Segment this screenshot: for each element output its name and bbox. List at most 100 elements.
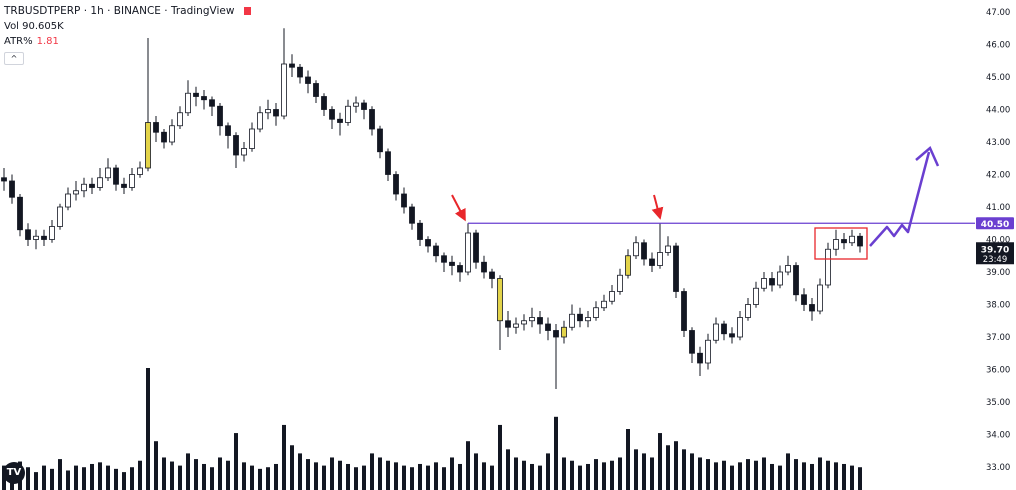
volume-bar xyxy=(666,445,670,490)
candle-body xyxy=(497,278,503,322)
candle-body xyxy=(753,287,759,305)
candle-body xyxy=(57,206,63,227)
candle-body xyxy=(337,118,343,123)
volume-bar xyxy=(626,429,630,490)
candle-body xyxy=(545,323,551,331)
flag-icon[interactable] xyxy=(243,7,251,15)
volume-bar xyxy=(714,462,718,490)
volume-bar xyxy=(562,457,566,490)
consolidation-box[interactable] xyxy=(814,227,868,260)
volume-bar xyxy=(698,457,702,490)
volume-bar xyxy=(90,463,94,490)
volume-bar xyxy=(242,462,246,490)
volume-bar xyxy=(434,462,438,490)
volume-bar xyxy=(130,467,134,490)
candle-body xyxy=(441,255,447,263)
volume-bar xyxy=(98,462,102,490)
candle-body xyxy=(513,323,519,328)
volume-bar xyxy=(850,465,854,490)
y-tick-label: 34.00 xyxy=(986,431,1010,441)
volume-bar xyxy=(426,465,430,490)
separator: · xyxy=(83,5,88,17)
candle-body xyxy=(689,330,695,354)
candle-body xyxy=(161,131,167,143)
candle-body xyxy=(281,63,287,117)
candle-body xyxy=(81,183,87,192)
candle-body xyxy=(745,304,751,318)
candle-body xyxy=(193,92,199,97)
volume-bar xyxy=(354,467,358,490)
vol-label: Vol xyxy=(4,21,19,32)
volume-bar xyxy=(362,465,366,490)
candle-body xyxy=(265,109,271,114)
candle-body xyxy=(489,271,495,279)
candle-body xyxy=(857,235,863,247)
candle-body xyxy=(465,232,471,273)
candle-body xyxy=(729,333,735,338)
red-arrow-annotation[interactable] xyxy=(651,194,664,220)
volume-bar xyxy=(186,453,190,490)
candle-body xyxy=(785,265,791,273)
candle-body xyxy=(169,125,175,143)
candle-body xyxy=(825,248,831,286)
separator: · xyxy=(164,5,168,17)
volume-bar xyxy=(514,457,518,490)
atr-label: ATR% xyxy=(4,36,33,47)
candle-body xyxy=(593,307,599,318)
volume-bar xyxy=(298,453,302,490)
volume-bar xyxy=(570,460,574,490)
volume-bar xyxy=(778,465,782,490)
volume-bar xyxy=(170,461,174,490)
symbol-title[interactable]: TRBUSDTPERP · 1h · BINANCE · TradingView xyxy=(4,4,251,19)
candle-body xyxy=(97,177,103,188)
volume-bar xyxy=(794,459,798,490)
candle-body xyxy=(129,174,135,188)
candle-body xyxy=(209,99,215,107)
candle-body xyxy=(769,278,775,286)
candle-body xyxy=(89,183,95,188)
candle-body xyxy=(817,284,823,312)
red-arrow-annotation[interactable] xyxy=(451,194,466,222)
volume-bar xyxy=(386,460,390,490)
candle-body xyxy=(105,167,111,179)
candle-body xyxy=(617,274,623,292)
volume-bar xyxy=(618,457,622,490)
candle-body xyxy=(257,112,263,130)
volume-bar xyxy=(530,463,534,490)
candle-body xyxy=(65,193,71,208)
volume-bar xyxy=(122,472,126,490)
volume-bar xyxy=(786,453,790,490)
last-price-label-bg xyxy=(976,242,1014,265)
candle-body xyxy=(473,232,479,263)
candle-body xyxy=(409,206,415,224)
volume-bar xyxy=(450,457,454,490)
candle-body xyxy=(361,102,367,110)
volume-bar xyxy=(818,457,822,490)
volume-bar xyxy=(378,457,382,490)
volume-bar xyxy=(194,459,198,490)
candle-body xyxy=(553,330,559,338)
candle-body xyxy=(321,96,327,110)
candle-body xyxy=(225,125,231,136)
candle-body xyxy=(153,122,159,133)
volume-bar xyxy=(58,459,62,490)
candle-body xyxy=(561,326,567,338)
y-tick-label: 36.00 xyxy=(986,366,1010,376)
volume-bar xyxy=(282,424,286,490)
candle-body xyxy=(665,245,671,253)
source: TradingView xyxy=(170,5,235,17)
candle-body xyxy=(649,258,655,266)
volume-bar xyxy=(42,465,46,490)
candle-body xyxy=(601,300,607,309)
tradingview-logo[interactable]: TV xyxy=(3,462,25,484)
collapse-legend-button[interactable]: ^ xyxy=(4,52,24,65)
projection-path[interactable] xyxy=(869,151,931,247)
candle-body xyxy=(185,92,191,114)
candle-body xyxy=(721,323,727,335)
candle-body xyxy=(113,167,119,185)
candle-body xyxy=(17,196,23,231)
candle-body xyxy=(641,242,647,260)
y-tick-label: 38.00 xyxy=(986,301,1010,311)
volume-bar xyxy=(762,457,766,490)
